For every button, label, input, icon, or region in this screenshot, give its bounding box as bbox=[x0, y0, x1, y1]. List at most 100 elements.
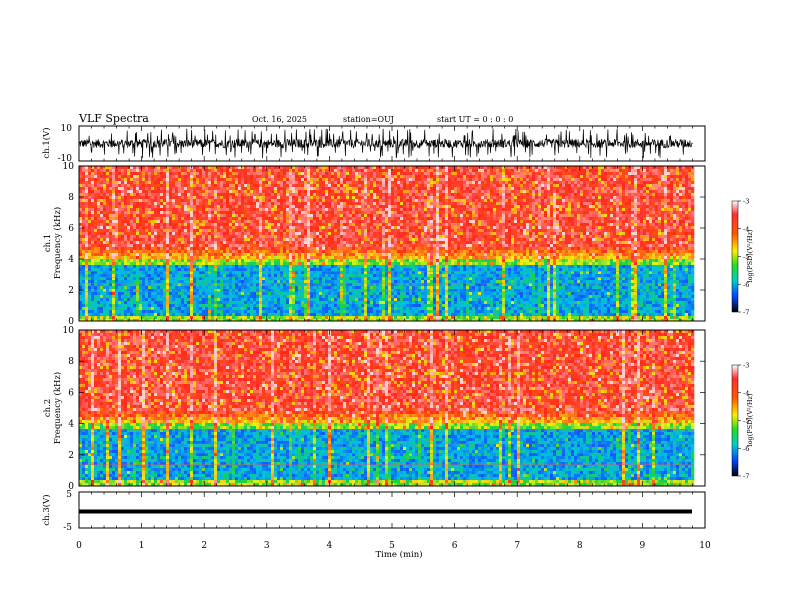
spectrogram-cell bbox=[229, 187, 233, 191]
spectrogram-cell bbox=[91, 307, 95, 311]
spectrogram-cell bbox=[151, 238, 155, 242]
spectrogram-cell bbox=[130, 277, 134, 281]
spectrogram-cell bbox=[142, 280, 146, 284]
spectrogram-cell bbox=[223, 277, 227, 281]
spectrogram-cell bbox=[136, 286, 140, 290]
spectrogram-cell bbox=[193, 226, 197, 230]
spectrogram-cell bbox=[169, 286, 173, 290]
spectrogram-cell bbox=[109, 280, 113, 284]
spectrogram-cell bbox=[211, 280, 215, 284]
spectrogram-cell bbox=[274, 232, 278, 236]
spectrogram-cell bbox=[103, 316, 107, 320]
spectrogram-cell bbox=[148, 232, 152, 236]
spectrogram-cell bbox=[163, 244, 167, 248]
spectrogram-cell bbox=[277, 229, 281, 233]
chart-title: VLF Spectra bbox=[78, 112, 149, 125]
spectrogram-cell bbox=[196, 253, 200, 257]
spectrogram-cell bbox=[292, 313, 296, 317]
spectrogram-cell bbox=[85, 208, 89, 212]
spectrogram-cell bbox=[226, 319, 230, 321]
spectrogram-cell bbox=[352, 193, 356, 197]
spectrogram-cell bbox=[253, 247, 257, 251]
spectrogram-cell bbox=[82, 223, 86, 227]
spectrogram-cell bbox=[340, 265, 344, 269]
spectrogram-cell bbox=[325, 178, 329, 182]
spectrogram-cell bbox=[115, 265, 119, 269]
spectrogram-cell bbox=[277, 304, 281, 308]
spectrogram-cell bbox=[85, 292, 89, 296]
spectrogram-cell bbox=[109, 220, 113, 224]
spectrogram-cell bbox=[121, 220, 125, 224]
spectrogram-cell bbox=[220, 223, 224, 227]
spectrogram-cell bbox=[94, 280, 98, 284]
spectrogram-cell bbox=[220, 292, 224, 296]
spectrogram-cell bbox=[127, 262, 131, 266]
spectrogram-cell bbox=[232, 250, 236, 254]
spectrogram-cell bbox=[154, 301, 158, 305]
spectrogram-cell bbox=[118, 220, 122, 224]
spectrogram-cell bbox=[355, 184, 359, 188]
spectrogram-cell bbox=[181, 256, 185, 260]
spectrogram-cell bbox=[244, 286, 248, 290]
spectrogram-cell bbox=[172, 319, 176, 321]
spectrogram-cell bbox=[346, 184, 350, 188]
spectrogram-cell bbox=[184, 244, 188, 248]
spectrogram-cell bbox=[337, 169, 341, 173]
spectrogram-cell bbox=[100, 244, 104, 248]
spectrogram-cell bbox=[175, 253, 179, 257]
spectrogram-cell bbox=[283, 181, 287, 185]
spectrogram-cell bbox=[244, 166, 248, 170]
spectrogram-cell bbox=[295, 271, 299, 275]
spectrogram-cell bbox=[319, 292, 323, 296]
spectrogram-cell bbox=[286, 208, 290, 212]
spectrogram-cell bbox=[262, 208, 266, 212]
spectrogram-cell bbox=[121, 289, 125, 293]
spectrogram-cell bbox=[190, 181, 194, 185]
spectrogram-cell bbox=[292, 214, 296, 218]
spectrogram-cell bbox=[253, 211, 257, 215]
spectrogram-cell bbox=[142, 196, 146, 200]
spectrogram-cell bbox=[97, 295, 101, 299]
spectrogram-cell bbox=[277, 169, 281, 173]
spectrogram-cell bbox=[343, 244, 347, 248]
spectrogram-cell bbox=[169, 202, 173, 206]
spectrogram-cell bbox=[286, 244, 290, 248]
spectrogram-cell bbox=[166, 202, 170, 206]
spectrogram-cell bbox=[214, 274, 218, 278]
spectrogram-cell bbox=[307, 220, 311, 224]
spectrogram-cell bbox=[274, 193, 278, 197]
spectrogram-cell bbox=[256, 274, 260, 278]
spectrogram-cell bbox=[253, 169, 257, 173]
spectrogram-cell bbox=[292, 316, 296, 320]
spectrogram-cell bbox=[100, 256, 104, 260]
spectrogram-cell bbox=[160, 316, 164, 320]
spectrogram-cell bbox=[259, 187, 263, 191]
spectrogram-cell bbox=[241, 178, 245, 182]
spectrogram-cell bbox=[259, 220, 263, 224]
spectrogram-cell bbox=[94, 301, 98, 305]
spectrogram-cell bbox=[298, 274, 302, 278]
spectrogram-cell bbox=[232, 238, 236, 242]
spectrogram-cell bbox=[283, 259, 287, 263]
spectrogram-cell bbox=[295, 232, 299, 236]
spectrogram-cell bbox=[145, 178, 149, 182]
spectrogram-cell bbox=[340, 217, 344, 221]
spectrogram-cell bbox=[277, 265, 281, 269]
spectrogram-cell bbox=[355, 286, 359, 290]
spectrogram-cell bbox=[274, 244, 278, 248]
spectrogram-cell bbox=[349, 316, 353, 320]
spectrogram-cell bbox=[343, 226, 347, 230]
spectrogram-cell bbox=[292, 199, 296, 203]
spectrogram-cell bbox=[166, 232, 170, 236]
spectrogram-cell bbox=[343, 250, 347, 254]
spectrogram-cell bbox=[208, 319, 212, 321]
spectrogram-cell bbox=[223, 295, 227, 299]
spectrogram-cell bbox=[334, 286, 338, 290]
spectrogram-cell bbox=[190, 253, 194, 257]
spectrogram-cell bbox=[259, 223, 263, 227]
spectrogram-cell bbox=[292, 319, 296, 321]
spectrogram-cell bbox=[220, 211, 224, 215]
spectrogram-cell bbox=[340, 247, 344, 251]
spectrogram-cell bbox=[127, 196, 131, 200]
spectrogram-cell bbox=[319, 184, 323, 188]
